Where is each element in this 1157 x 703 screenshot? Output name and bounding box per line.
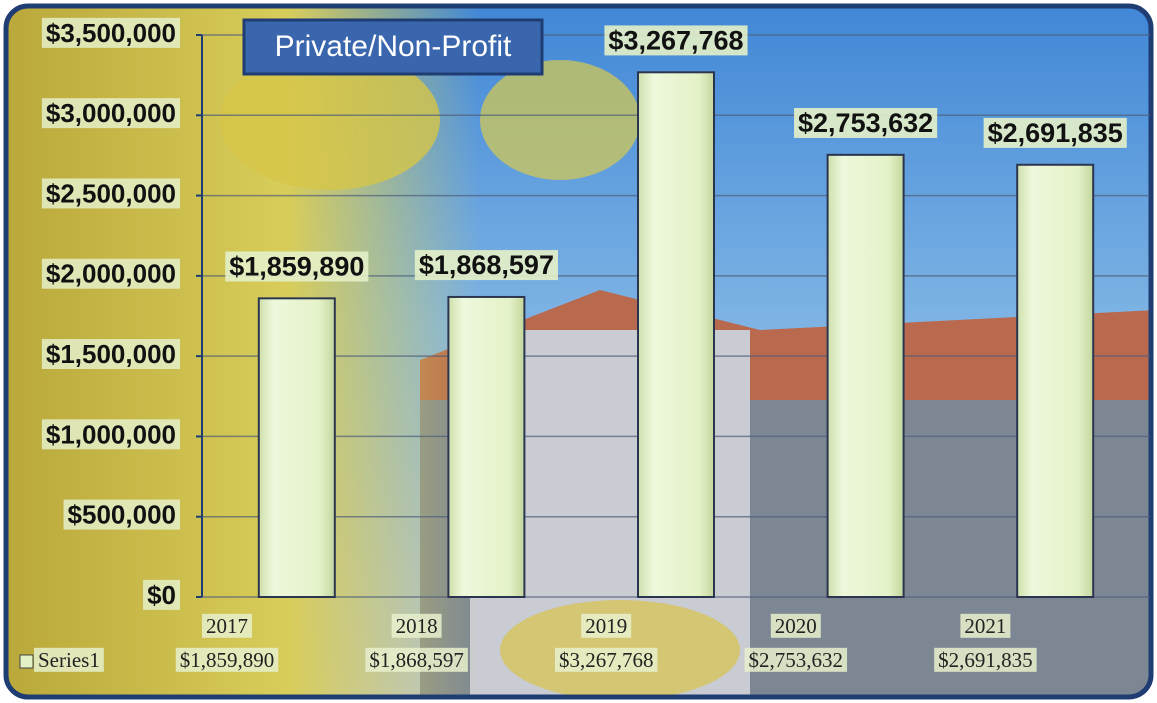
- y-tick-label: $3,000,000: [46, 98, 176, 128]
- label-background: [934, 647, 1037, 672]
- label-background: [41, 17, 180, 48]
- label-background: [175, 647, 279, 672]
- y-tick-label: $500,000: [68, 500, 176, 530]
- x-tick-label: 2021: [964, 614, 1006, 638]
- x-tick-label: 2020: [775, 614, 817, 638]
- label-background: [34, 647, 104, 672]
- y-tick-label: $2,500,000: [46, 178, 176, 208]
- y-tick-label: $1,500,000: [46, 339, 176, 369]
- value-label: $2,753,632: [798, 108, 933, 138]
- label-background: [41, 339, 180, 370]
- label-background: [983, 117, 1127, 148]
- label-background: [770, 613, 821, 638]
- label-background: [41, 419, 180, 450]
- label-background: [225, 251, 369, 282]
- table-value: $1,868,597: [369, 648, 464, 672]
- table-value: $1,859,890: [180, 648, 275, 672]
- y-tick-label: $0: [147, 580, 176, 610]
- bar: [447, 295, 526, 598]
- table-value: $2,691,835: [938, 648, 1033, 672]
- frame: [3, 3, 1154, 700]
- x-tick-label: 2018: [396, 614, 438, 638]
- x-tick-label: 2017: [206, 614, 248, 638]
- legend-label: Series1: [38, 648, 100, 672]
- chart-title: Private/Non-Profit: [275, 30, 512, 63]
- label-background: [41, 258, 180, 289]
- legend-swatch: [19, 654, 34, 669]
- label-background: [960, 613, 1011, 638]
- value-label: $1,868,597: [419, 250, 554, 280]
- value-label: $2,691,835: [988, 118, 1123, 148]
- y-tick-label: $1,000,000: [46, 419, 176, 449]
- label-background: [581, 613, 632, 638]
- label-background: [414, 250, 558, 281]
- label-background: [554, 647, 658, 672]
- bar: [637, 71, 715, 599]
- label-background: [794, 107, 938, 138]
- label-background: [63, 499, 180, 530]
- label-background: [41, 178, 180, 209]
- label-background: [41, 98, 180, 129]
- label-background: [365, 647, 468, 672]
- table-value: $2,753,632: [749, 648, 844, 672]
- value-label: $1,859,890: [229, 251, 364, 281]
- label-background: [143, 579, 180, 610]
- table-value: $3,267,768: [559, 648, 654, 672]
- label-background: [391, 613, 442, 638]
- x-tick-label: 2019: [585, 614, 627, 638]
- title-box: [242, 18, 544, 76]
- bar: [1016, 163, 1095, 598]
- bar: [826, 153, 905, 599]
- y-tick-label: $2,000,000: [46, 259, 176, 289]
- label-background: [604, 25, 748, 56]
- label-background: [202, 613, 252, 638]
- y-tick-label: $3,500,000: [46, 18, 176, 48]
- value-label: $3,267,768: [608, 25, 743, 55]
- label-background: [744, 647, 848, 672]
- bar: [257, 297, 336, 598]
